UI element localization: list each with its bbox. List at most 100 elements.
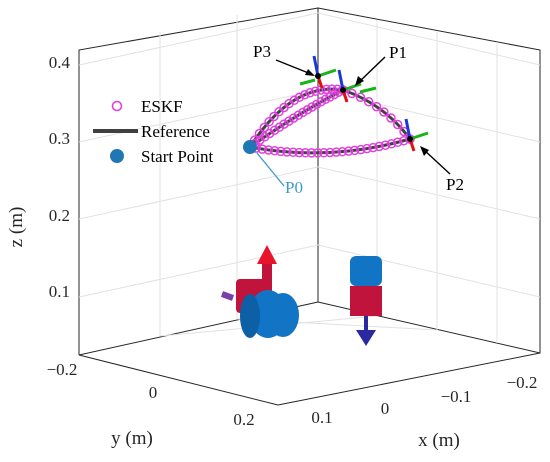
frame-mid-x-axis [359,86,377,94]
eskf-marker [321,84,332,95]
robot-arm-link [220,291,235,301]
x-tick-label: −0.1 [441,387,472,406]
eskf-marker [289,95,300,106]
eskf-marker [307,102,317,112]
z-tick-label: 0.1 [49,282,70,301]
start-point-marker [243,140,257,154]
reference-line-p2-p0 [249,137,411,155]
eskf-marker [374,141,384,152]
eskf-marker [325,147,335,158]
y-tick-label: 0 [149,383,158,402]
annotation-p1-arrow [357,56,386,84]
eskf-marker [269,125,280,136]
eskf-marker [363,96,374,107]
legend-marker-start-point [110,149,124,163]
eskf-marker [269,111,279,122]
frame-p1-z-axis [337,69,345,91]
eskf-marker [380,140,391,150]
waypoint-marker-p2 [407,136,413,142]
eskf-marker [356,144,366,155]
eskf-marker [331,147,341,157]
frame-p3-z-axis [312,55,320,77]
waypoint-markers [243,73,413,154]
annotation-p2-arrow [422,148,451,175]
eskf-marker [279,119,289,129]
annotation-p2: P2 [446,175,464,194]
annotation-p1: P1 [389,43,407,62]
eskf-marker [386,139,397,149]
annotation-p0-arrow [256,152,285,187]
pose-frames [299,55,429,152]
x-tick-labels: −0.2 −0.1 0 0.1 [311,373,537,427]
legend-label-eskf: ESKF [141,97,183,116]
legend-marker-eskf [111,100,123,112]
eskf-marker [274,122,285,132]
eskf-marker [276,146,286,157]
annotation-p0: P0 [285,178,303,197]
eskf-marker [269,145,280,156]
x-axis-label: x (m) [418,430,460,451]
robot-joint-blue-side [267,293,299,337]
eskf-marker [294,147,304,158]
eskf-marker [310,86,321,96]
eskf-marker [371,101,382,112]
eskf-marker [259,122,270,133]
x-tick-label: 0.1 [311,408,332,427]
eskf-marker [284,116,294,126]
floor-front-edge-right [277,352,541,406]
end-effector-blue [350,256,382,286]
legend: ESKF Reference Start Point [93,97,214,166]
y-tick-label: 0.2 [233,410,254,429]
annotation-p3-arrow [275,59,312,75]
z-tick-label: 0.2 [49,206,70,225]
arrowhead-icon [305,69,315,76]
eskf-marker [362,143,372,154]
eskf-marker [368,142,378,153]
eskf-marker [337,146,348,157]
back-box-edges-left [78,7,319,355]
x-tick-label: −0.2 [507,373,538,392]
waypoint-marker-p1 [340,87,346,93]
eskf-marker [288,147,298,158]
frame-p2-x-axis [409,131,429,141]
floor-front-edge-left [78,354,279,406]
frame-p1-x-axis [342,82,362,92]
eskf-marker [294,92,305,103]
y-tick-labels: −0.2 0 0.2 [47,360,255,429]
eskf-marker [306,148,317,158]
reference-line-p0-p3-p1 [248,87,344,148]
axes-box [78,7,541,406]
eskf-marker [298,107,308,118]
z-tick-label: 0.3 [49,129,70,148]
z-tick-labels: 0.1 0.2 0.3 0.4 [49,53,71,301]
frame-mid-x-axis [299,78,316,86]
eskf-marker [386,113,396,123]
waypoint-marker-p3 [315,73,321,79]
annotations: P3 P1 P2 P0 [253,42,464,197]
eskf-marker [347,88,357,99]
eskf-marker [392,119,403,130]
end-effector-red [350,286,382,316]
eskf-marker [282,147,292,157]
eskf-marker [312,148,323,158]
annotation-p3: P3 [253,42,271,61]
eskf-marker [379,107,389,117]
eskf-marker [319,148,329,158]
z-tick-label: 0.4 [49,53,71,72]
eskf-marker [288,113,299,123]
frame-p3-x-axis [317,68,337,78]
eskf-marker [299,90,310,100]
eskf-marker [392,137,403,148]
frame-p2-z-axis [404,118,412,140]
eskf-marker [305,88,315,98]
legend-label-start-point: Start Point [141,147,214,166]
arrowhead-icon [355,76,364,86]
robot-joint-blue-front [240,294,260,338]
up-arrow-icon [257,245,277,264]
x-tick-label: 0 [381,399,390,418]
eskf-marker [349,145,360,156]
eskf-marker [264,116,274,127]
robot-joint-red-stem [262,264,272,288]
